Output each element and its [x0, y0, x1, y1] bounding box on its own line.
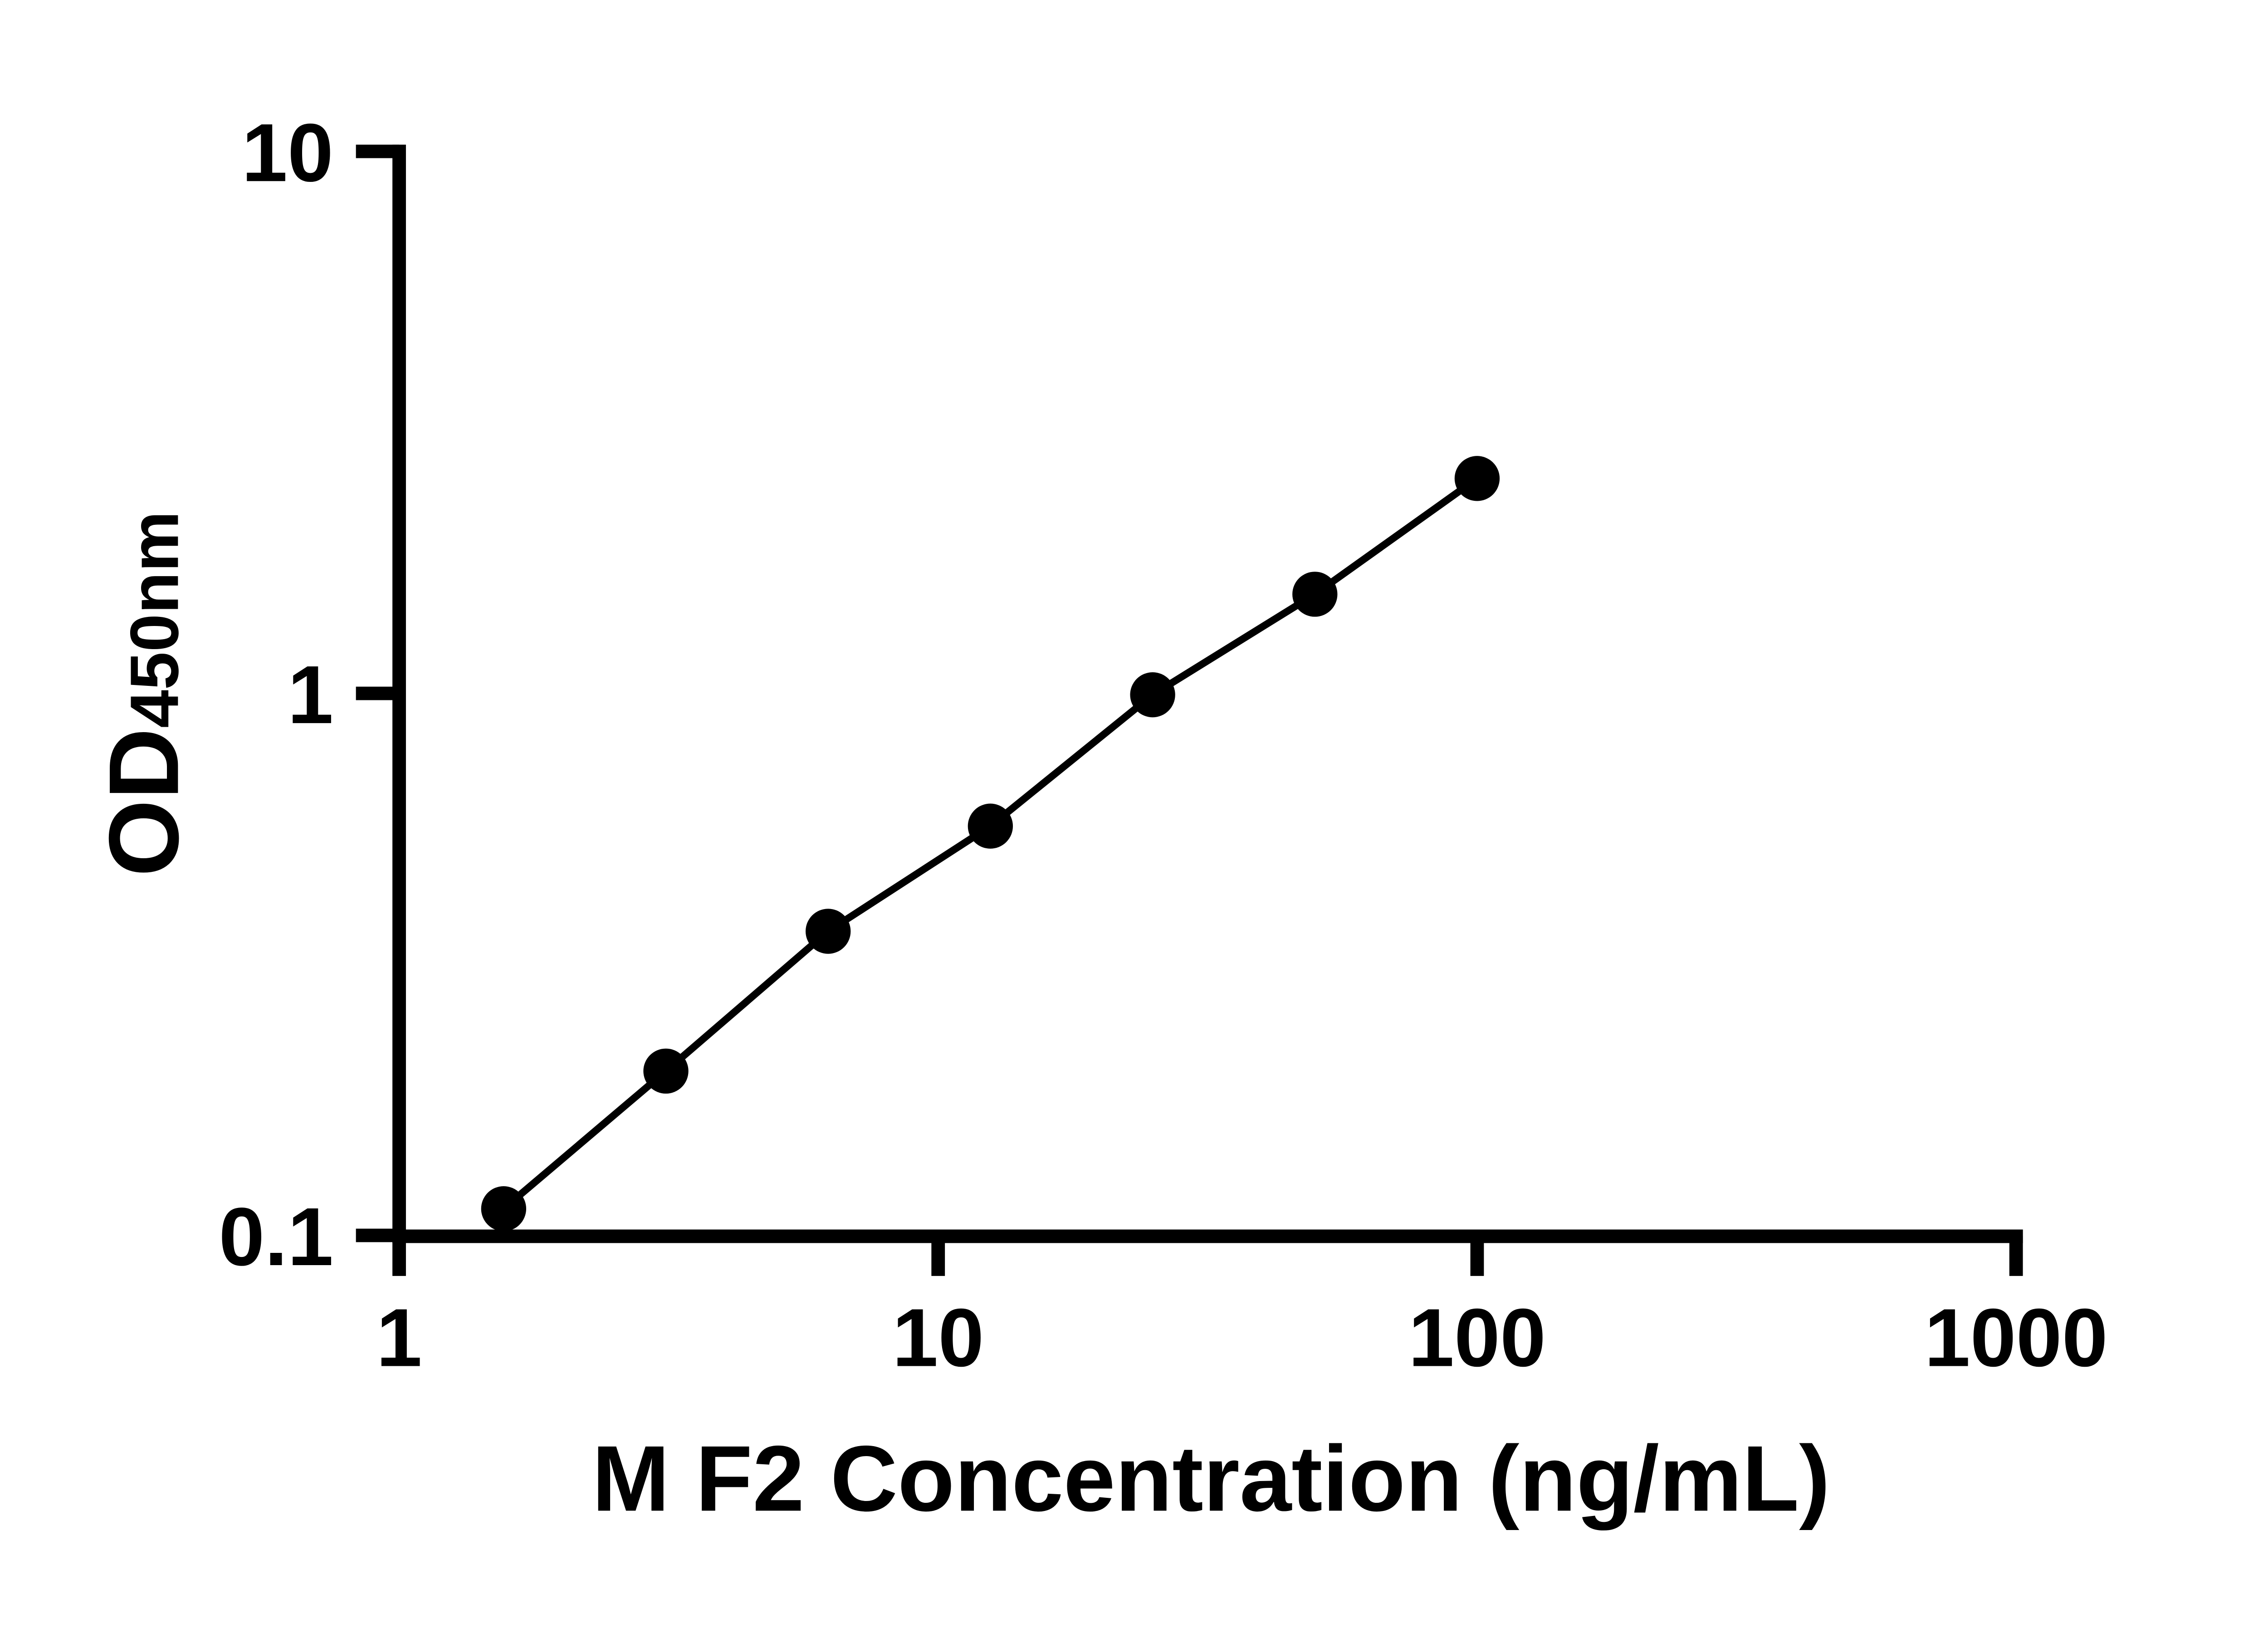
x-tick-label: 10 — [892, 1291, 984, 1384]
y-tick-label: 0.1 — [219, 1190, 333, 1283]
data-point — [968, 803, 1013, 849]
axes-layer — [392, 144, 2023, 1243]
x-tick-label: 1000 — [1925, 1291, 2108, 1384]
data-point — [1454, 456, 1500, 501]
x-tick-label: 1 — [376, 1291, 422, 1384]
y-tick-label: 1 — [288, 648, 333, 741]
y-axis-title-main: OD — [88, 728, 199, 877]
series-layer — [481, 456, 1500, 1232]
ticks-layer — [356, 144, 2023, 1276]
data-point — [1130, 672, 1175, 718]
y-axis-title: OD450nm — [88, 511, 199, 877]
y-tick-label: 10 — [242, 106, 333, 199]
data-point — [481, 1186, 527, 1232]
labels-layer: 0.1 1 10 1 10 100 1000 M F2 Concentration (ng/m… — [88, 106, 2107, 1530]
data-point — [643, 1048, 689, 1094]
x-axis-title: M F2 Concentration (ng/mL) — [592, 1426, 1830, 1530]
data-point — [1292, 572, 1338, 617]
y-axis-title-sub: 450nm — [116, 511, 192, 728]
data-point — [806, 909, 851, 954]
x-tick-label: 100 — [1408, 1291, 1546, 1384]
